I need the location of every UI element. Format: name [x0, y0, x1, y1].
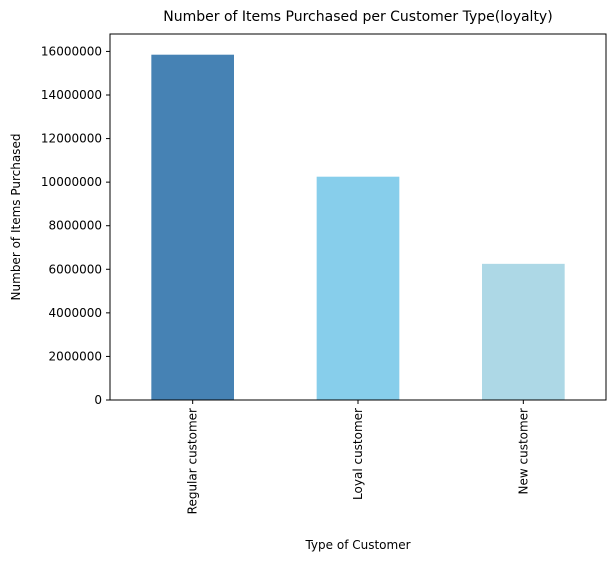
- y-tick-label: 12000000: [41, 132, 102, 146]
- y-tick-label: 4000000: [49, 306, 102, 320]
- bar-loyal-customer: [316, 176, 400, 400]
- bar-regular-customer: [151, 54, 234, 400]
- x-tick-label: Loyal customer: [351, 408, 365, 500]
- y-axis-label: Number of Items Purchased: [9, 134, 23, 301]
- y-tick-label: 10000000: [41, 175, 102, 189]
- y-tick-label: 8000000: [49, 219, 102, 233]
- x-tick-label: New customer: [516, 408, 530, 495]
- x-tick-label: Regular customer: [186, 408, 200, 514]
- chart-title: Number of Items Purchased per Customer T…: [163, 9, 552, 25]
- y-tick-label: 6000000: [49, 262, 102, 276]
- y-tick-label: 0: [94, 393, 102, 407]
- y-tick-label: 2000000: [49, 349, 102, 363]
- y-tick-label: 14000000: [41, 88, 102, 102]
- y-tick-label: 16000000: [41, 44, 102, 58]
- x-axis-label: Type of Customer: [304, 538, 410, 552]
- plot-area: [151, 54, 565, 400]
- bar-new-customer: [482, 263, 565, 400]
